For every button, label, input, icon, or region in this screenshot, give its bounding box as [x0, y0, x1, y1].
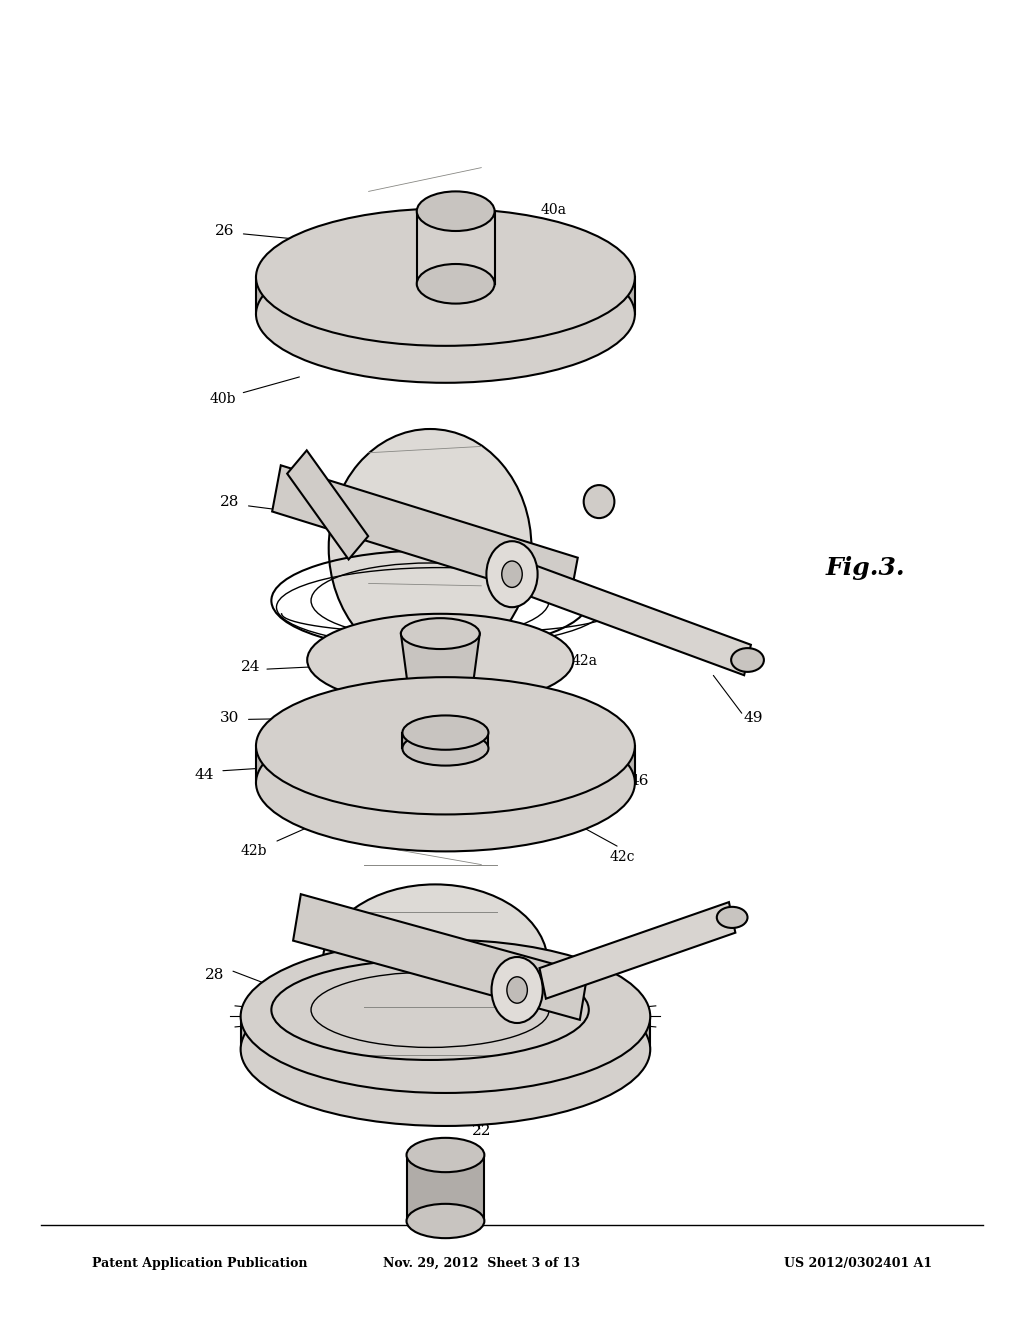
Ellipse shape [329, 429, 531, 667]
Polygon shape [417, 211, 495, 284]
Ellipse shape [256, 677, 635, 814]
Text: US 2012/0302401 A1: US 2012/0302401 A1 [783, 1257, 932, 1270]
Ellipse shape [584, 486, 614, 519]
Ellipse shape [402, 715, 488, 750]
Circle shape [492, 957, 543, 1023]
Polygon shape [256, 746, 635, 783]
Circle shape [502, 561, 522, 587]
Ellipse shape [407, 1204, 484, 1238]
Ellipse shape [400, 618, 479, 649]
Text: 49: 49 [743, 711, 763, 725]
Text: 44: 44 [195, 768, 214, 781]
Text: 40b: 40b [210, 392, 237, 405]
Ellipse shape [407, 1138, 484, 1172]
Polygon shape [293, 894, 588, 1020]
Text: 40a: 40a [541, 203, 566, 216]
Ellipse shape [256, 246, 635, 383]
Circle shape [486, 541, 538, 607]
Text: Nov. 29, 2012  Sheet 3 of 13: Nov. 29, 2012 Sheet 3 of 13 [383, 1257, 580, 1270]
Ellipse shape [323, 884, 548, 1043]
Ellipse shape [717, 907, 748, 928]
Ellipse shape [241, 973, 650, 1126]
Text: Fig.3.: Fig.3. [825, 556, 905, 579]
Polygon shape [256, 277, 635, 314]
Text: 28: 28 [205, 969, 224, 982]
Ellipse shape [415, 727, 466, 751]
Text: 42c: 42c [609, 850, 635, 863]
Text: Patent Application Publication: Patent Application Publication [92, 1257, 307, 1270]
Ellipse shape [731, 648, 764, 672]
Text: 42b: 42b [241, 845, 267, 858]
Circle shape [507, 977, 527, 1003]
Polygon shape [407, 1155, 484, 1221]
Polygon shape [272, 466, 578, 603]
Text: 46: 46 [630, 775, 649, 788]
Text: 28: 28 [220, 495, 240, 508]
Text: 22: 22 [471, 1125, 492, 1138]
Polygon shape [241, 1016, 650, 1049]
Ellipse shape [256, 209, 635, 346]
Text: 42a: 42a [571, 655, 597, 668]
Polygon shape [540, 902, 735, 999]
Text: 30: 30 [220, 711, 240, 725]
Polygon shape [401, 634, 479, 739]
Text: 44: 44 [606, 326, 626, 339]
Ellipse shape [256, 714, 635, 851]
Polygon shape [287, 450, 369, 560]
Ellipse shape [417, 191, 495, 231]
Polygon shape [402, 733, 488, 748]
Ellipse shape [417, 264, 495, 304]
Ellipse shape [402, 731, 488, 766]
Polygon shape [529, 565, 751, 676]
Text: 24: 24 [241, 660, 260, 673]
Ellipse shape [241, 940, 650, 1093]
Text: 26: 26 [215, 224, 234, 238]
Ellipse shape [307, 614, 573, 706]
